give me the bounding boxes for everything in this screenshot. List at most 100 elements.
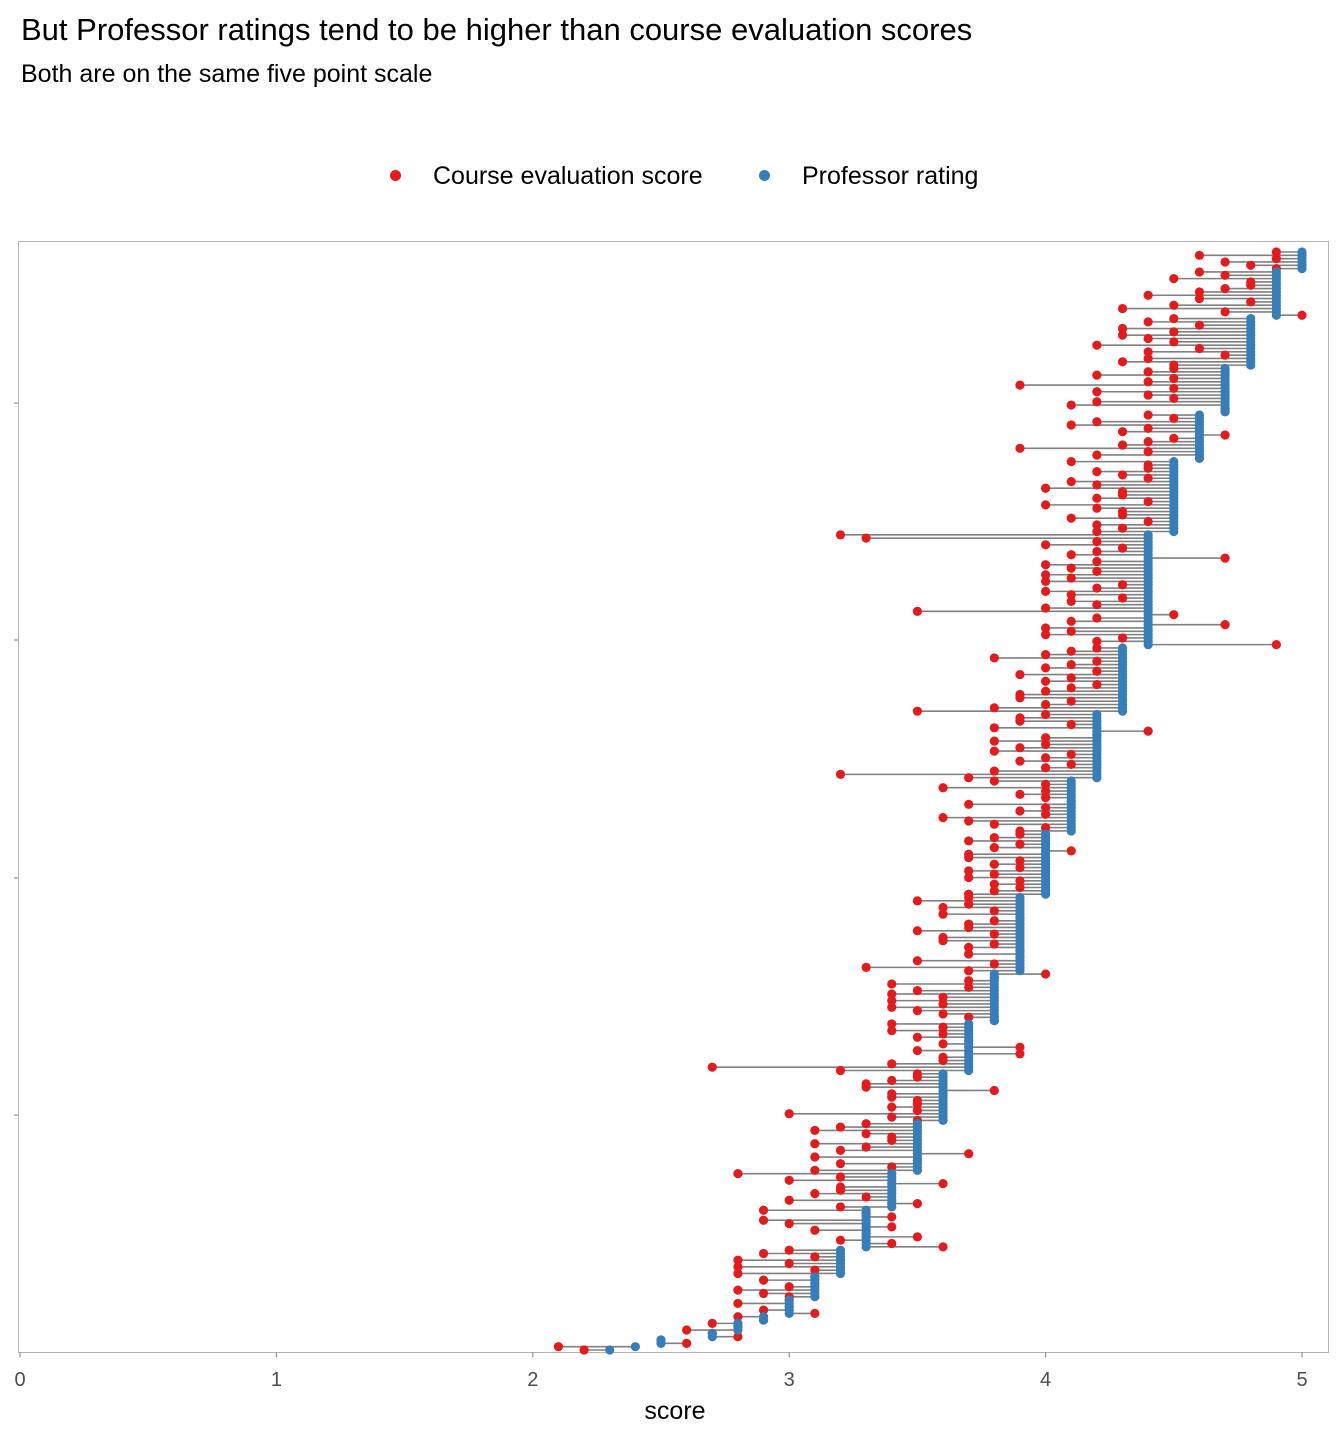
course-eval-point-301 xyxy=(1194,343,1205,354)
y-axis-ticks xyxy=(14,402,18,1116)
x-tick-label-2: 2 xyxy=(527,1369,538,1391)
professor-rating-point-113 xyxy=(989,969,999,979)
course-eval-point-303 xyxy=(1169,337,1179,347)
course-eval-point-304 xyxy=(1143,333,1153,344)
course-eval-point-156 xyxy=(1015,826,1025,836)
course-eval-point-11 xyxy=(810,1308,820,1318)
course-eval-point-294 xyxy=(1143,367,1153,377)
professor-rating-point-10 xyxy=(758,1312,769,1322)
course-eval-point-195 xyxy=(1066,696,1076,706)
professor-rating-point-8 xyxy=(733,1318,743,1328)
course-eval-point-220 xyxy=(1092,613,1102,623)
course-eval-point-321 xyxy=(1246,277,1256,287)
course-eval-point-83 xyxy=(912,1069,923,1079)
course-eval-point-62 xyxy=(810,1139,820,1149)
professor-rating-point-1 xyxy=(630,1342,640,1352)
course-eval-point-53 xyxy=(733,1169,743,1179)
course-eval-point-255 xyxy=(1143,496,1153,507)
course-eval-point-180 xyxy=(989,746,999,756)
professor-rating-point-30 xyxy=(835,1245,846,1255)
legend: Course evaluation score Professor rating xyxy=(0,156,1344,196)
course-eval-point-152 xyxy=(1015,839,1025,849)
course-eval-point-319 xyxy=(1220,284,1230,294)
course-eval-point-272 xyxy=(1117,440,1128,450)
course-eval-point-40 xyxy=(887,1212,897,1222)
course-eval-point-108 xyxy=(912,986,923,996)
course-eval-point-286 xyxy=(1169,393,1179,403)
course-eval-point-67 xyxy=(835,1122,846,1132)
professor-rating-point-83 xyxy=(938,1069,948,1079)
course-eval-point-110 xyxy=(887,979,897,989)
professor-rating-point-5 xyxy=(707,1328,717,1338)
professor-rating-point-155 xyxy=(1041,829,1051,839)
course-eval-point-105 xyxy=(887,996,897,1006)
course-eval-point-290 xyxy=(1015,380,1025,390)
course-eval-point-228 xyxy=(1041,586,1051,596)
course-eval-point-236 xyxy=(1041,560,1051,570)
course-eval-point-182 xyxy=(1041,739,1051,750)
course-eval-point-198 xyxy=(1041,686,1051,696)
professor-rating-point-3 xyxy=(656,1335,666,1345)
course-eval-point-218 xyxy=(1220,620,1230,630)
course-eval-point-133 xyxy=(938,902,948,913)
course-eval-point-46 xyxy=(861,1192,871,1202)
course-eval-point-221 xyxy=(1169,610,1179,620)
course-eval-point-322 xyxy=(1169,274,1179,284)
course-eval-point-324 xyxy=(1194,267,1205,277)
course-eval-point-238 xyxy=(1220,553,1230,563)
course-eval-point-207 xyxy=(1092,656,1102,666)
course-eval-point-231 xyxy=(1041,576,1051,587)
course-eval-point-230 xyxy=(1117,580,1128,590)
course-eval-point-95 xyxy=(938,1029,948,1039)
course-eval-point-192 xyxy=(912,706,923,716)
course-eval-point-143 xyxy=(989,869,999,879)
course-eval-point-26 xyxy=(784,1258,794,1269)
course-eval-point-68 xyxy=(861,1119,871,1129)
course-eval-point-45 xyxy=(784,1195,794,1205)
course-eval-point-317 xyxy=(1143,290,1153,300)
course-eval-point-59 xyxy=(964,1149,974,1159)
course-eval-point-300 xyxy=(1143,347,1153,357)
course-eval-point-154 xyxy=(989,833,999,843)
course-eval-point-250 xyxy=(1066,513,1076,523)
course-eval-point-262 xyxy=(1143,473,1153,483)
course-eval-point-318 xyxy=(1194,287,1205,297)
course-eval-point-276 xyxy=(1117,427,1128,437)
course-eval-point-121 xyxy=(964,942,974,953)
course-eval-point-44 xyxy=(912,1199,923,1209)
course-eval-point-270 xyxy=(1143,447,1153,457)
course-eval-point-47 xyxy=(810,1189,820,1199)
course-eval-point-113 xyxy=(1041,969,1051,979)
course-eval-point-10 xyxy=(733,1312,743,1322)
course-eval-point-278 xyxy=(1066,420,1076,430)
professor-rating-point-0 xyxy=(605,1345,615,1355)
course-eval-point-288 xyxy=(1092,387,1102,397)
course-eval-point-56 xyxy=(835,1159,846,1169)
course-eval-point-94 xyxy=(912,1032,923,1042)
course-eval-point-144 xyxy=(964,866,974,876)
course-eval-point-204 xyxy=(1092,666,1102,676)
course-eval-point-212 xyxy=(1271,640,1281,650)
course-eval-point-19 xyxy=(784,1282,794,1292)
course-eval-point-21 xyxy=(758,1275,769,1285)
course-eval-point-51 xyxy=(784,1175,794,1185)
course-eval-point-6 xyxy=(682,1325,692,1335)
course-eval-point-223 xyxy=(1041,603,1051,613)
course-eval-point-124 xyxy=(938,932,948,943)
chart-title: But Professor ratings tend to be higher … xyxy=(21,12,973,47)
course-eval-point-135 xyxy=(912,896,923,906)
course-eval-point-166 xyxy=(1041,793,1051,803)
course-eval-point-284 xyxy=(1066,400,1076,410)
legend-label-professor-rating: Professor rating xyxy=(802,162,979,190)
course-eval-point-58 xyxy=(810,1152,820,1162)
course-eval-point-102 xyxy=(912,1006,923,1016)
professor-rating-point-22 xyxy=(810,1272,820,1282)
course-eval-point-36 xyxy=(810,1225,820,1235)
course-eval-point-128 xyxy=(964,919,974,929)
course-eval-point-174 xyxy=(989,766,999,776)
course-eval-point-186 xyxy=(1143,726,1153,736)
course-eval-point-275 xyxy=(1220,430,1230,440)
course-eval-point-169 xyxy=(938,783,948,793)
course-eval-point-100 xyxy=(964,1012,974,1022)
course-eval-point-214 xyxy=(1117,633,1128,643)
